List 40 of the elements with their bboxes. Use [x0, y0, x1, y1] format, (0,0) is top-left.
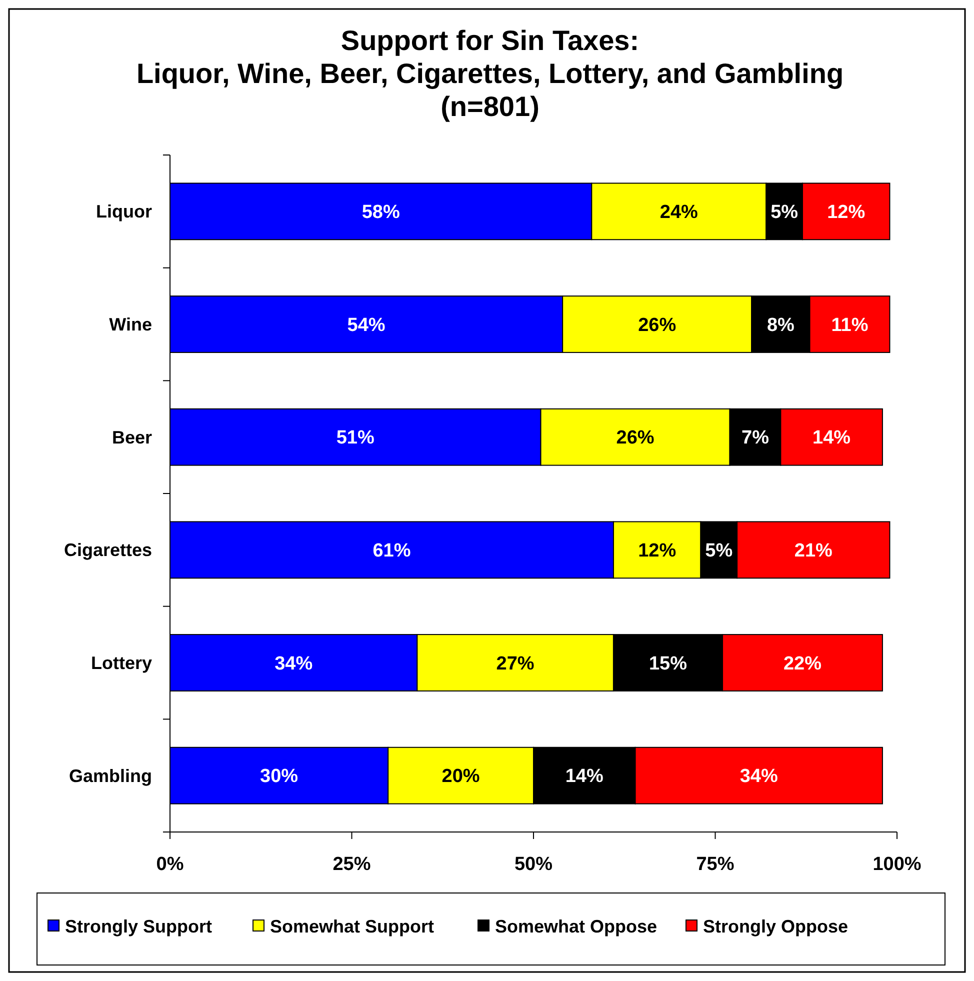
data-label: 8%: [766, 314, 795, 336]
x-tick-label: 100%: [872, 854, 922, 875]
data-label: 61%: [372, 540, 411, 562]
data-label: 7%: [742, 428, 770, 449]
legend-label: Strongly Oppose: [703, 916, 848, 936]
y-tick-label: Beer: [112, 427, 152, 448]
data-label: 5%: [770, 202, 798, 224]
data-label: 27%: [496, 653, 534, 674]
data-label: 26%: [638, 314, 676, 336]
data-label: 34%: [740, 766, 778, 788]
data-label: 5%: [705, 540, 733, 562]
y-tick-label: Liquor: [96, 202, 152, 222]
data-label: 34%: [274, 653, 313, 674]
data-label: 24%: [660, 202, 698, 224]
legend-label: Strongly Support: [65, 916, 212, 936]
x-tick-label: 25%: [332, 854, 371, 875]
legend-label: Somewhat Support: [270, 916, 434, 936]
data-label: 15%: [648, 653, 688, 674]
data-label: 54%: [347, 314, 386, 336]
x-tick-label: 75%: [696, 854, 734, 875]
data-label: 58%: [362, 202, 400, 224]
data-label: 11%: [831, 314, 868, 336]
y-tick-label: Lottery: [90, 653, 152, 674]
legend-label: Somewhat Oppose: [495, 916, 658, 936]
y-tick-label: Cigarettes: [64, 540, 152, 560]
data-label: 22%: [783, 653, 822, 674]
y-tick-label: Gambling: [68, 766, 152, 786]
data-label: 30%: [260, 766, 298, 788]
data-label: 21%: [794, 540, 833, 562]
data-label: 14%: [812, 428, 851, 449]
x-tick-label: 50%: [514, 854, 553, 875]
y-tick-label: Wine: [109, 314, 152, 335]
data-label: 20%: [442, 766, 480, 788]
data-label: 12%: [638, 540, 676, 562]
x-tick-label: 0%: [156, 854, 184, 875]
chart-title: Support for Sin Taxes: Liquor, Wine, Beer, Cigarettes, Lottery, and Gambling (n=801): [136, 25, 844, 122]
data-label: 14%: [565, 766, 604, 788]
data-label: 26%: [616, 428, 654, 449]
data-label: 12%: [827, 202, 866, 224]
data-label: 51%: [336, 428, 375, 449]
